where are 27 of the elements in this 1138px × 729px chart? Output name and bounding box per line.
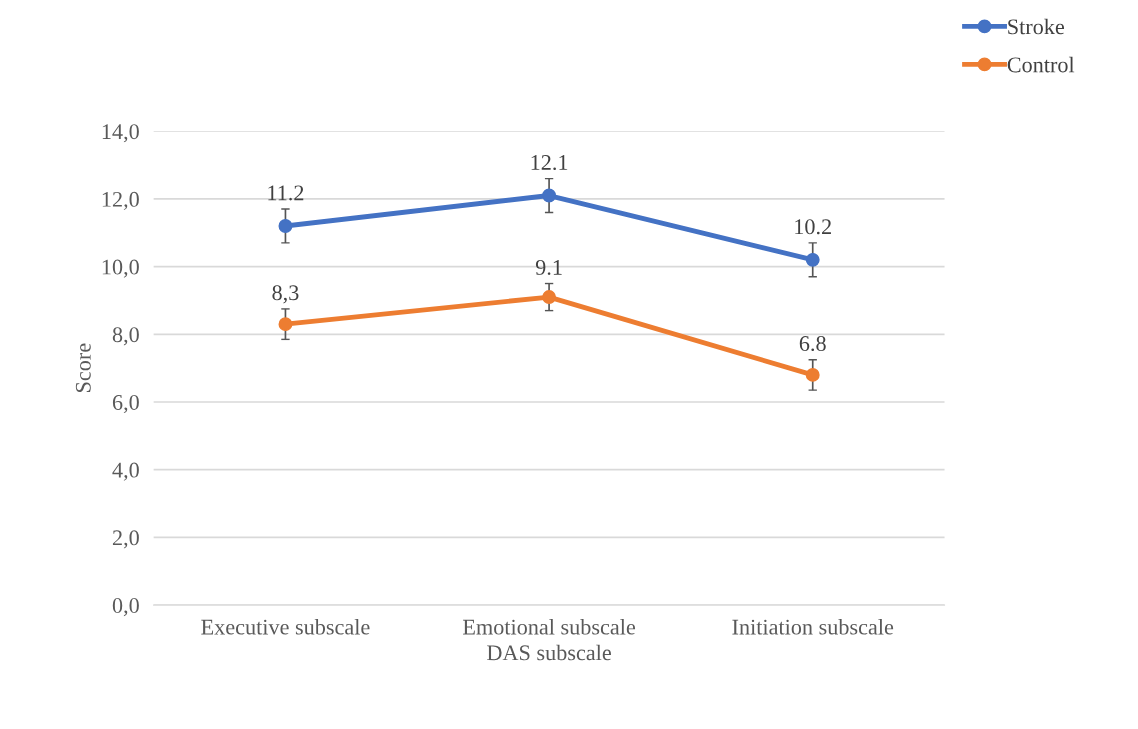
data-label: 9.1 — [535, 259, 562, 275]
y-tick-label: 12,0 — [102, 191, 139, 211]
legend-label: Stroke — [1008, 18, 1065, 35]
y-tick-label: 14,0 — [102, 124, 139, 143]
x-axis-title: DAS subscale — [487, 644, 611, 661]
data-label: 6.8 — [799, 336, 826, 352]
y-axis-title: Score — [75, 343, 91, 392]
point — [278, 219, 293, 233]
y-tick-label: 10,0 — [102, 259, 139, 278]
data-label: 10.2 — [795, 219, 831, 235]
data-label: 8,3 — [272, 285, 299, 304]
point — [278, 317, 293, 332]
x-tick-label: Emotional subscale — [463, 618, 636, 635]
point — [805, 252, 820, 267]
point — [542, 188, 557, 203]
point — [805, 367, 820, 382]
data-label: 11.2 — [268, 185, 304, 201]
x-tick-label: Executive subscale — [201, 618, 370, 635]
legend-label: Control — [1007, 56, 1075, 73]
y-tick-label: 8,0 — [112, 327, 139, 346]
y-tick-label: 0,0 — [112, 598, 139, 617]
x-tick-label: Initiation subscale — [732, 618, 894, 635]
point — [542, 290, 557, 305]
y-tick-label: 6,0 — [112, 394, 139, 414]
y-tick-label: 2,0 — [112, 530, 139, 549]
data-label: 12.1 — [531, 154, 568, 171]
y-tick-label: 4,0 — [112, 462, 139, 481]
